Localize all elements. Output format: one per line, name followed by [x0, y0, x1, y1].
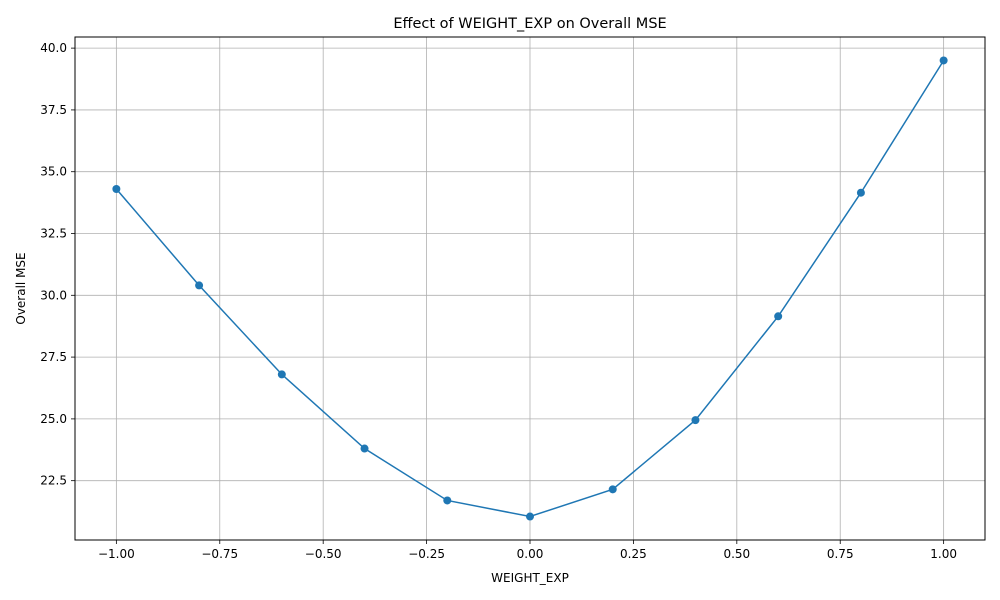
- chart-title: Effect of WEIGHT_EXP on Overall MSE: [393, 16, 666, 32]
- y-tick-label: 22.5: [40, 474, 67, 488]
- x-tick-label: 0.25: [620, 547, 647, 561]
- data-point: [112, 185, 121, 194]
- x-tick-label: −0.25: [408, 547, 445, 561]
- data-point: [360, 444, 369, 453]
- x-tick-label: 0.00: [517, 547, 544, 561]
- y-axis-label: Overall MSE: [14, 252, 28, 324]
- data-point: [856, 188, 865, 197]
- y-tick-label: 37.5: [40, 103, 67, 117]
- x-tick-label: −0.75: [201, 547, 238, 561]
- x-tick-label: 1.00: [930, 547, 957, 561]
- x-axis-label: WEIGHT_EXP: [491, 571, 569, 585]
- data-point: [195, 281, 204, 290]
- grid-lines: [75, 37, 985, 540]
- y-tick-label: 30.0: [40, 288, 67, 302]
- y-tick-label: 40.0: [40, 41, 67, 55]
- data-series: [112, 56, 948, 521]
- y-tick-label: 25.0: [40, 412, 67, 426]
- data-point: [526, 512, 534, 521]
- data-point: [774, 312, 783, 321]
- data-point: [277, 370, 286, 379]
- x-tick-label: −1.00: [98, 547, 135, 561]
- data-point: [443, 496, 452, 505]
- x-tick-label: 0.75: [827, 547, 854, 561]
- data-point: [608, 485, 617, 494]
- y-tick-label: 32.5: [40, 227, 67, 241]
- x-tick-label: 0.50: [723, 547, 750, 561]
- data-point: [939, 56, 948, 65]
- data-point: [691, 416, 700, 425]
- axis-ticks: −1.00 −0.75 −0.50 −0.25 0.00 0.25 0.50 0.75 1.00…: [40, 41, 957, 561]
- y-tick-label: 35.0: [40, 165, 67, 179]
- x-tick-label: −0.50: [305, 547, 342, 561]
- y-tick-label: 27.5: [40, 350, 67, 364]
